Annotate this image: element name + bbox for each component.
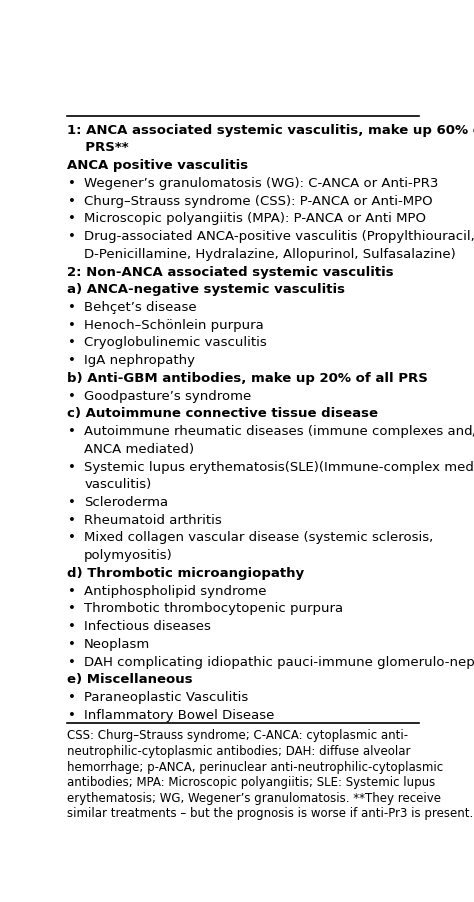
Text: •: • xyxy=(68,177,76,189)
Text: b) Anti-GBM antibodies, make up 20% of all PRS: b) Anti-GBM antibodies, make up 20% of a… xyxy=(66,372,428,384)
Text: •: • xyxy=(68,336,76,349)
Text: Behçet’s disease: Behçet’s disease xyxy=(84,300,197,314)
Text: Inflammatory Bowel Disease: Inflammatory Bowel Disease xyxy=(84,708,274,721)
Text: •: • xyxy=(68,655,76,667)
Text: Neoplasm: Neoplasm xyxy=(84,637,150,650)
Text: Scleroderma: Scleroderma xyxy=(84,495,168,509)
Text: Rheumatoid arthritis: Rheumatoid arthritis xyxy=(84,513,222,526)
Text: Wegener’s granulomatosis (WG): C-ANCA or Anti-PR3: Wegener’s granulomatosis (WG): C-ANCA or… xyxy=(84,177,438,189)
Text: 2: Non-ANCA associated systemic vasculitis: 2: Non-ANCA associated systemic vasculit… xyxy=(66,265,393,278)
Text: c) Autoimmune connective tissue disease: c) Autoimmune connective tissue disease xyxy=(66,407,378,419)
Text: •: • xyxy=(68,389,76,402)
Text: polymyositis): polymyositis) xyxy=(84,548,173,562)
Text: Paraneoplastic Vasculitis: Paraneoplastic Vasculitis xyxy=(84,690,248,704)
Text: •: • xyxy=(68,531,76,544)
Text: •: • xyxy=(68,637,76,650)
Text: PRS**: PRS** xyxy=(76,142,128,154)
Text: ANCA positive vasculitis: ANCA positive vasculitis xyxy=(66,159,248,172)
Text: Drug-associated ANCA-positive vasculitis (Propylthiouracil,: Drug-associated ANCA-positive vasculitis… xyxy=(84,230,474,243)
Text: Autoimmune rheumatic diseases (immune complexes and/or: Autoimmune rheumatic diseases (immune co… xyxy=(84,425,474,437)
Text: •: • xyxy=(68,708,76,721)
Text: •: • xyxy=(68,300,76,314)
Text: •: • xyxy=(68,690,76,704)
Text: 1: ANCA associated systemic vasculitis, make up 60% of all: 1: ANCA associated systemic vasculitis, … xyxy=(66,124,474,136)
Text: erythematosis; WG, Wegener’s granulomatosis. **They receive: erythematosis; WG, Wegener’s granulomato… xyxy=(66,791,441,804)
Text: Systemic lupus erythematosis(SLE)(Immune-complex mediated: Systemic lupus erythematosis(SLE)(Immune… xyxy=(84,460,474,473)
Text: antibodies; MPA: Microscopic polyangiitis; SLE: Systemic lupus: antibodies; MPA: Microscopic polyangiiti… xyxy=(66,776,435,788)
Text: Churg–Strauss syndrome (CSS): P-ANCA or Anti-MPO: Churg–Strauss syndrome (CSS): P-ANCA or … xyxy=(84,194,433,207)
Text: DAH complicating idiopathic pauci-immune glomerulo-nephritis: DAH complicating idiopathic pauci-immune… xyxy=(84,655,474,667)
Text: •: • xyxy=(68,194,76,207)
Text: IgA nephropathy: IgA nephropathy xyxy=(84,354,195,367)
Text: •: • xyxy=(68,584,76,597)
Text: •: • xyxy=(68,354,76,367)
Text: •: • xyxy=(68,230,76,243)
Text: Antiphospholipid syndrome: Antiphospholipid syndrome xyxy=(84,584,267,597)
Text: neutrophilic-cytoplasmic antibodies; DAH: diffuse alveolar: neutrophilic-cytoplasmic antibodies; DAH… xyxy=(66,744,410,757)
Text: hemorrhage; p-ANCA, perinuclear anti-neutrophilic-cytoplasmic: hemorrhage; p-ANCA, perinuclear anti-neu… xyxy=(66,759,443,773)
Text: Microscopic polyangiitis (MPA): P-ANCA or Anti MPO: Microscopic polyangiitis (MPA): P-ANCA o… xyxy=(84,212,426,226)
Text: Henoch–Schönlein purpura: Henoch–Schönlein purpura xyxy=(84,318,264,331)
Text: Cryoglobulinemic vasculitis: Cryoglobulinemic vasculitis xyxy=(84,336,267,349)
Text: e) Miscellaneous: e) Miscellaneous xyxy=(66,673,192,686)
Text: ANCA mediated): ANCA mediated) xyxy=(84,442,194,456)
Text: •: • xyxy=(68,495,76,509)
Text: •: • xyxy=(68,212,76,226)
Text: CSS: Churg–Strauss syndrome; C-ANCA: cytoplasmic anti-: CSS: Churg–Strauss syndrome; C-ANCA: cyt… xyxy=(66,729,408,741)
Text: Thrombotic thrombocytopenic purpura: Thrombotic thrombocytopenic purpura xyxy=(84,602,343,614)
Text: •: • xyxy=(68,513,76,526)
Text: •: • xyxy=(68,602,76,614)
Text: Mixed collagen vascular disease (systemic sclerosis,: Mixed collagen vascular disease (systemi… xyxy=(84,531,434,544)
Text: Goodpasture’s syndrome: Goodpasture’s syndrome xyxy=(84,389,252,402)
Text: •: • xyxy=(68,318,76,331)
Text: •: • xyxy=(68,425,76,437)
Text: Infectious diseases: Infectious diseases xyxy=(84,620,211,632)
Text: vasculitis): vasculitis) xyxy=(84,478,152,491)
Text: similar treatments – but the prognosis is worse if anti-Pr3 is present.: similar treatments – but the prognosis i… xyxy=(66,806,473,820)
Text: •: • xyxy=(68,620,76,632)
Text: D-Penicillamine, Hydralazine, Allopurinol, Sulfasalazine): D-Penicillamine, Hydralazine, Allopurino… xyxy=(84,247,456,261)
Text: •: • xyxy=(68,460,76,473)
Text: a) ANCA-negative systemic vasculitis: a) ANCA-negative systemic vasculitis xyxy=(66,283,345,296)
Text: d) Thrombotic microangiopathy: d) Thrombotic microangiopathy xyxy=(66,566,304,579)
